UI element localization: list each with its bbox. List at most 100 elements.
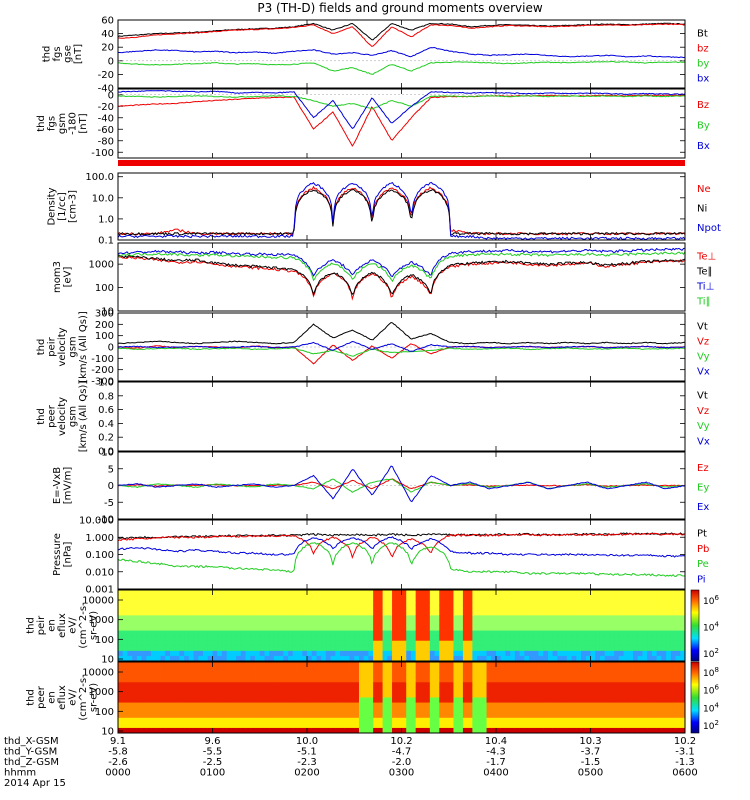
spectrogram-cell <box>637 650 643 657</box>
spectrogram-cell <box>538 625 544 631</box>
spectrogram-cell <box>529 650 535 657</box>
spectrogram-cell <box>151 667 157 673</box>
spectrogram-cell <box>590 707 596 714</box>
spectrogram-cell <box>491 610 497 616</box>
spectrogram-cell <box>519 707 525 714</box>
spectrogram-cell <box>340 687 346 693</box>
spectrogram-cell <box>226 590 232 596</box>
spectrogram-cell <box>514 727 521 734</box>
spectrogram-cell <box>576 600 582 606</box>
spectrogram-cell <box>425 590 431 596</box>
spectrogram-cell <box>335 712 341 719</box>
spectrogram-cell <box>217 702 223 709</box>
spectrogram-cell <box>529 630 535 637</box>
spectrogram-cell <box>396 630 402 637</box>
spectrogram-cell <box>514 600 521 606</box>
spectrogram-cell <box>647 717 653 724</box>
spectrogram-cell <box>637 610 643 616</box>
spectrogram-cell <box>340 620 346 626</box>
spectrogram-cell <box>344 650 350 657</box>
spectrogram-cell <box>226 655 232 662</box>
y-tick-label: 1000 <box>89 260 114 271</box>
spectrogram-cell <box>633 707 639 714</box>
y-axis-label-line: (cm^2-s- <box>78 602 89 649</box>
spectrogram-cell <box>462 620 469 626</box>
spectrogram-cell <box>330 590 336 596</box>
spectrogram-cell <box>496 692 502 698</box>
spectrogram-cell <box>264 600 270 606</box>
spectrogram-cell <box>155 615 161 621</box>
spectrogram-cell <box>642 712 648 719</box>
spectrogram-cell <box>552 605 558 611</box>
spectrogram-cell <box>269 677 275 683</box>
spectrogram-cell <box>590 655 596 662</box>
spectrogram-cell <box>188 692 195 698</box>
spectrogram-cell <box>510 645 516 652</box>
spectrogram-cell <box>477 630 483 637</box>
x-tick-label: -3.7 <box>581 747 601 758</box>
y-tick-label: 100 <box>95 283 114 294</box>
spectrogram-cell <box>552 712 558 719</box>
spectrogram-cell <box>344 615 350 621</box>
spectrogram-cell <box>363 620 369 626</box>
spectrogram-cell <box>387 702 393 709</box>
spectrogram-cell <box>448 662 454 668</box>
spectrogram-cell <box>467 712 473 719</box>
spectrogram-cell <box>614 687 620 693</box>
spectrogram-cell <box>292 595 298 601</box>
spectrogram-cell <box>510 630 516 637</box>
spectrogram-cell <box>472 615 478 621</box>
y-axis-label: E=-VxB [mV/m] <box>52 467 74 505</box>
spectrogram-cell <box>666 655 672 662</box>
spectrogram-cell <box>269 655 275 662</box>
spectrogram-cell <box>179 692 185 698</box>
spectrogram-cell <box>547 712 554 719</box>
spectrogram-cell <box>278 707 284 714</box>
spectrogram-cell <box>382 722 388 729</box>
spectrogram-cell <box>623 590 629 596</box>
spectrogram-cell <box>415 727 421 734</box>
spectrogram-cell <box>415 640 421 647</box>
spectrogram-cell <box>618 615 624 621</box>
spectrogram-cell <box>255 640 261 647</box>
spectrogram-cell <box>576 650 582 657</box>
spectrogram-cell <box>623 667 629 673</box>
spectrogram-cell <box>614 625 620 631</box>
spectrogram-cell <box>245 605 251 611</box>
spectrogram-cell <box>434 645 440 652</box>
spectrogram-cell <box>458 625 464 631</box>
spectrogram-cell <box>420 595 426 601</box>
legend-entry: Npot <box>697 223 721 234</box>
spectrogram-cell <box>415 662 421 668</box>
spectrogram-cell <box>316 645 322 652</box>
spectrogram-cell <box>595 635 601 642</box>
spectrogram-cell <box>590 615 596 621</box>
spectrogram-cell <box>599 605 606 611</box>
spectrogram-cell <box>292 625 298 631</box>
spectrogram-cell <box>633 615 639 621</box>
spectrogram-cell <box>316 717 322 724</box>
spectrogram-cell <box>609 717 615 724</box>
spectrogram-cell <box>448 615 454 621</box>
spectrogram-cell <box>670 620 676 626</box>
spectrogram-cell <box>543 605 549 611</box>
spectrogram-cell <box>212 650 218 657</box>
spectrogram-cell <box>236 702 242 709</box>
spectrogram-cell <box>198 595 204 601</box>
spectrogram-cell <box>382 605 388 611</box>
spectrogram-cell <box>529 640 535 647</box>
spectrogram-cell <box>155 625 161 631</box>
spectrogram-cell <box>680 640 686 647</box>
spectrogram-cell <box>184 687 190 693</box>
spectrogram-cell <box>255 655 261 662</box>
spectrogram-cell <box>514 672 521 678</box>
spectrogram-cell <box>614 590 620 596</box>
spectrogram-cell <box>651 717 658 724</box>
spectrogram-cell <box>387 620 393 626</box>
spectrogram-cell <box>368 605 374 611</box>
spectrogram-cell <box>174 702 180 709</box>
spectrogram-cell <box>434 600 440 606</box>
spectrogram-cell <box>477 672 483 678</box>
spectrogram-cell <box>486 650 492 657</box>
